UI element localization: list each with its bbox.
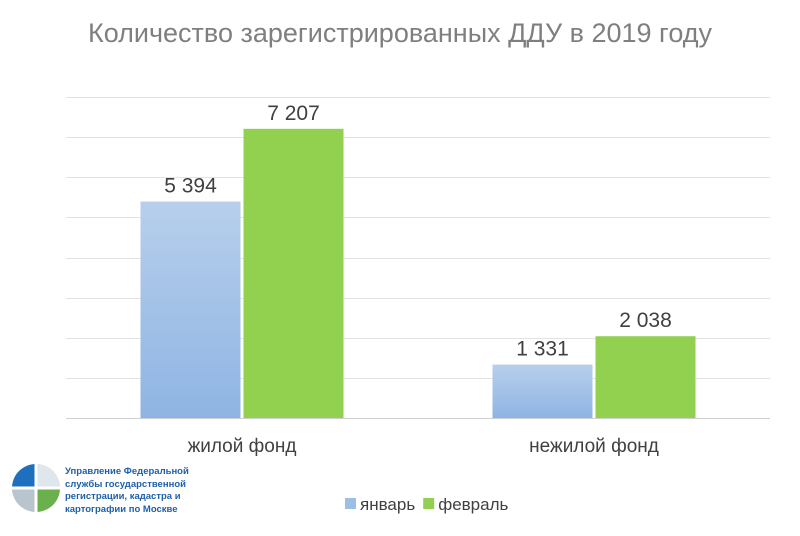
data-label: 5 394 xyxy=(164,175,217,198)
data-label: 7 207 xyxy=(267,102,320,125)
legend: январь февраль xyxy=(345,495,509,514)
legend-label: февраль xyxy=(438,495,508,514)
data-label: 2 038 xyxy=(619,309,672,332)
bars xyxy=(140,128,696,418)
category-labels: жилой фонд нежилой фонд xyxy=(188,436,659,457)
rosreestr-logo-icon xyxy=(12,464,60,512)
category-label: нежилой фонд xyxy=(529,436,659,457)
legend-label: январь xyxy=(360,495,415,514)
bar-february-0 xyxy=(243,128,344,418)
bar-january-0 xyxy=(140,201,241,418)
legend-swatch xyxy=(423,498,435,509)
data-labels: 5 394 7 207 1 331 2 038 xyxy=(164,102,672,361)
legend-swatch xyxy=(345,498,356,509)
chart-title: Количество зарегистрированных ДДУ в 2019… xyxy=(87,18,712,48)
category-label: жилой фонд xyxy=(188,436,297,457)
bar-january-1 xyxy=(492,364,593,418)
bar-february-1 xyxy=(595,336,696,418)
logo-text: Управление Федеральной службы государств… xyxy=(65,466,189,515)
data-label: 1 331 xyxy=(516,338,569,361)
